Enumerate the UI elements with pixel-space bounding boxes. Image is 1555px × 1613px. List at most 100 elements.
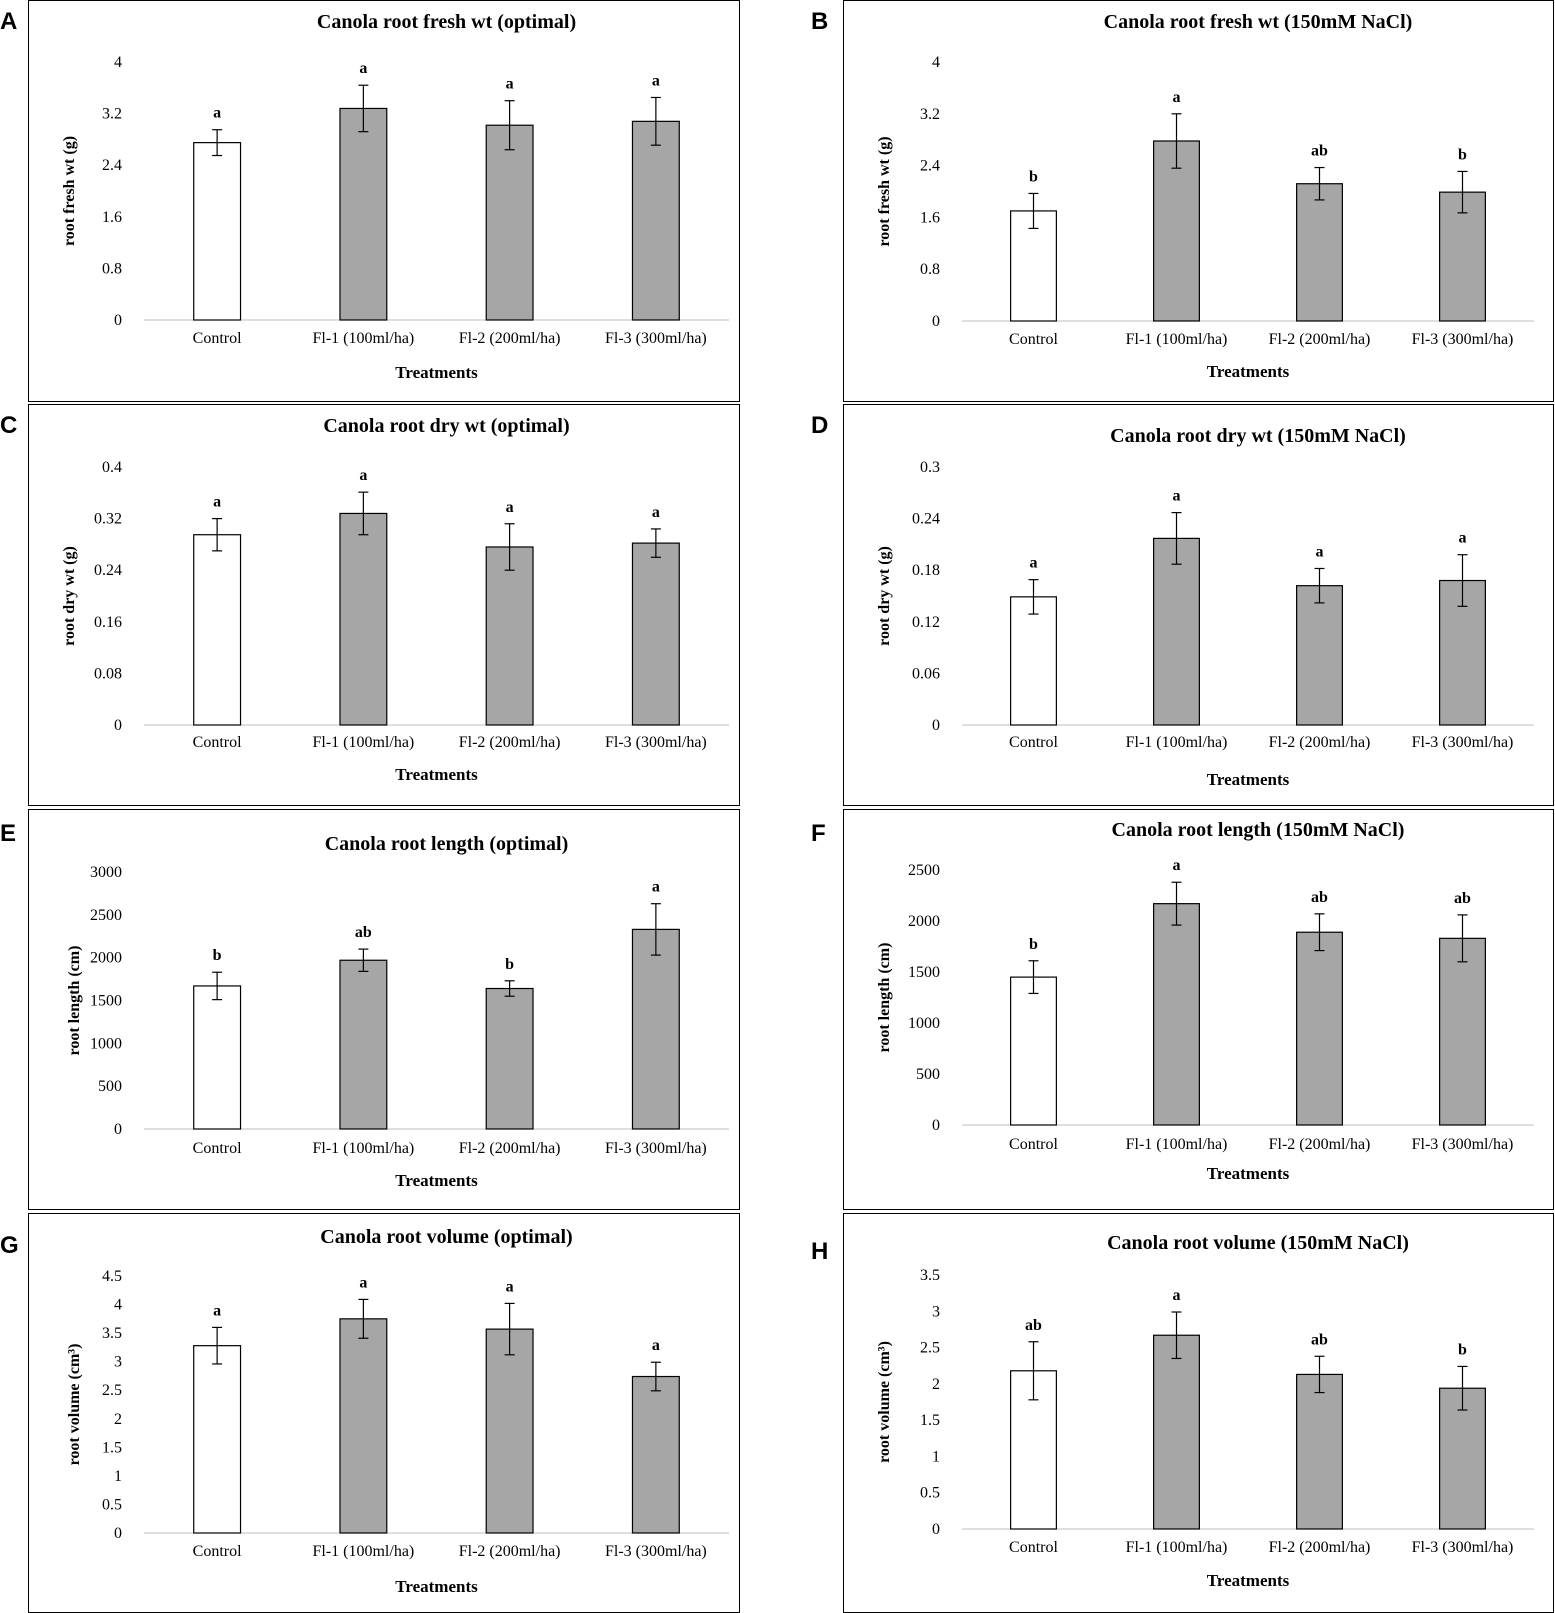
y-tick-label: 0.4 (102, 459, 122, 476)
y-tick-label: 3.5 (920, 1267, 940, 1284)
x-category-label: Fl-3 (300ml/ha) (605, 1140, 707, 1157)
significance-label: a (652, 879, 660, 896)
chart-svg: Canola root dry wt (optimal) root dry wt … (61, 415, 729, 784)
chart-title: Canola root dry wt (150mM NaCl) (1110, 425, 1406, 447)
significance-label: a (652, 504, 660, 521)
y-tick-label: 0 (114, 717, 122, 734)
chart-title: Canola root length (optimal) (325, 833, 569, 855)
panel-letter-a: A (0, 8, 18, 35)
bar (193, 985, 242, 1130)
significance-label: b (1029, 936, 1038, 953)
bar (1010, 210, 1057, 322)
chart-panel-g: Canola root volume (optimal) root volume … (28, 1213, 740, 1613)
y-tick-label: 0 (114, 1525, 122, 1542)
significance-label: a (359, 60, 367, 77)
x-category-label: Fl-3 (300ml/ha) (1412, 734, 1514, 751)
y-axis-label: root length (cm) (876, 943, 893, 1053)
x-category-label: Control (193, 1543, 242, 1560)
y-tick-label: 0 (932, 313, 940, 330)
chart-panel-b: Canola root fresh wt (150mM NaCl) root fr… (843, 0, 1554, 402)
bar (1153, 1334, 1200, 1530)
y-tick-label: 2.4 (920, 158, 940, 175)
bar (193, 1345, 242, 1534)
x-category-label: Control (1009, 331, 1058, 348)
x-axis-label: Treatments (395, 765, 478, 784)
x-category-label: Fl-2 (200ml/ha) (1269, 1136, 1371, 1153)
bar (485, 124, 534, 321)
chart-panel-h: Canola root volume (150mM NaCl) root volu… (843, 1213, 1554, 1613)
x-category-label: Fl-3 (300ml/ha) (605, 734, 707, 751)
y-tick-label: 4 (932, 54, 940, 71)
y-axis-label: root length (cm) (66, 946, 83, 1056)
x-axis-label: Treatments (1207, 770, 1290, 789)
bar (1296, 585, 1343, 726)
x-axis-label: Treatments (395, 363, 478, 382)
y-tick-label: 2 (114, 1411, 122, 1428)
x-category-label: Fl-2 (200ml/ha) (459, 330, 561, 347)
bar (631, 928, 680, 1130)
x-axis-label: Treatments (395, 1577, 478, 1596)
y-tick-label: 4 (114, 54, 122, 71)
x-category-label: Fl-2 (200ml/ha) (1269, 734, 1371, 751)
y-axis-label: root dry wt (g) (61, 546, 78, 646)
y-tick-label: 0.32 (94, 511, 122, 528)
panel-letter-f: F (811, 820, 826, 847)
x-category-label: Fl-1 (100ml/ha) (312, 330, 414, 347)
x-category-label: Fl-2 (200ml/ha) (1269, 331, 1371, 348)
bar (1010, 976, 1057, 1126)
chart-panel-e: Canola root length (optimal) root length … (28, 809, 740, 1210)
chart-panel-c: Canola root dry wt (optimal) root dry wt … (28, 404, 740, 806)
y-axis-label: root dry wt (g) (876, 546, 893, 646)
significance-label: a (652, 1337, 660, 1354)
chart-svg: Canola root volume (150mM NaCl) root volu… (876, 1232, 1534, 1590)
bar (1439, 191, 1486, 322)
bar (339, 959, 388, 1130)
y-tick-label: 1.5 (920, 1412, 940, 1429)
bar (339, 512, 388, 726)
significance-label: a (213, 494, 221, 511)
x-category-label: Control (193, 734, 242, 751)
y-tick-label: 0 (932, 1117, 940, 1134)
bar (193, 534, 242, 726)
y-tick-label: 0.24 (912, 511, 940, 528)
panel-letter-g: G (0, 1232, 19, 1259)
y-tick-label: 1 (932, 1448, 940, 1465)
y-tick-label: 2500 (908, 862, 940, 879)
significance-label: b (505, 956, 514, 973)
y-tick-label: 0.8 (920, 261, 940, 278)
panel-letter-b: B (811, 8, 829, 35)
y-axis-label: root volume (cm³) (876, 1341, 893, 1463)
y-tick-label: 0.24 (94, 562, 122, 579)
bar (339, 107, 388, 321)
y-tick-label: 0.5 (102, 1496, 122, 1513)
chart-title: Canola root volume (150mM NaCl) (1107, 1232, 1409, 1254)
chart-title: Canola root length (150mM NaCl) (1112, 819, 1405, 841)
y-axis-label: root fresh wt (g) (61, 136, 78, 246)
x-category-label: Fl-3 (300ml/ha) (1412, 1136, 1514, 1153)
y-tick-label: 3.2 (102, 106, 122, 123)
x-category-label: Fl-1 (100ml/ha) (1126, 1136, 1228, 1153)
significance-label: ab (1454, 890, 1471, 907)
significance-label: b (213, 947, 222, 964)
significance-label: ab (355, 924, 372, 941)
x-category-label: Fl-2 (200ml/ha) (459, 1140, 561, 1157)
significance-label: b (1458, 146, 1467, 163)
y-tick-label: 500 (98, 1078, 122, 1095)
chart-panel-a: Canola root fresh wt (optimal) root fresh… (28, 0, 740, 402)
y-tick-label: 0.5 (920, 1485, 940, 1502)
significance-label: a (1173, 1287, 1181, 1304)
y-tick-label: 0 (932, 717, 940, 734)
bar (1296, 931, 1343, 1126)
x-axis-label: Treatments (395, 1171, 478, 1190)
y-tick-label: 3 (932, 1303, 940, 1320)
x-category-label: Fl-1 (100ml/ha) (312, 1140, 414, 1157)
panel-letter-h: H (811, 1238, 829, 1265)
panel-letter-d: D (811, 412, 829, 439)
y-tick-label: 3000 (90, 864, 122, 881)
x-category-label: Control (1009, 734, 1058, 751)
significance-label: a (359, 1274, 367, 1291)
y-tick-label: 1000 (908, 1015, 940, 1032)
significance-label: a (1030, 555, 1038, 572)
y-tick-label: 0.16 (94, 614, 122, 631)
chart-svg: Canola root fresh wt (optimal) root fresh… (61, 11, 729, 382)
